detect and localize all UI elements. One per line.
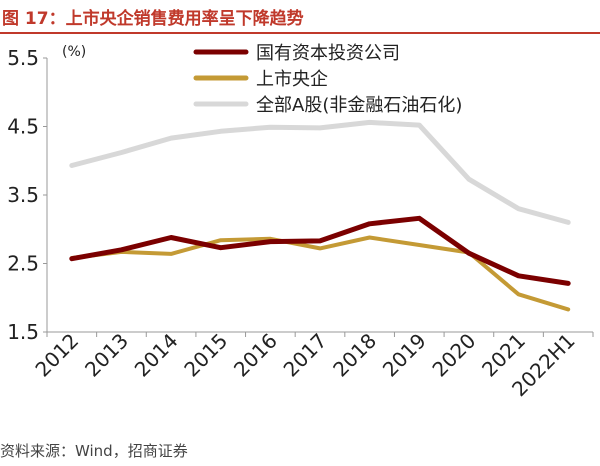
source-note: 资料来源：Wind，招商证券: [0, 442, 188, 460]
y-axis: 1.5 2.5 3.5 4.5 5.5: [7, 46, 48, 344]
x-tick-label: 2015: [179, 329, 232, 382]
series-line-3: [69, 119, 571, 225]
unit-label: (%): [62, 44, 86, 60]
y-tick-label: 1.5: [7, 320, 39, 344]
figure-title: 图 17：上市央企销售费用率呈下降趋势: [2, 9, 304, 29]
series-line-2: [69, 235, 571, 312]
x-tick-label: 2013: [80, 329, 133, 382]
series-lines: [69, 119, 571, 312]
y-tick-label: 4.5: [7, 115, 39, 139]
y-tick-label: 2.5: [7, 252, 39, 276]
title-rule: [0, 32, 600, 34]
y-tick-label: 3.5: [7, 183, 39, 207]
line-chart: 1.5 2.5 3.5 4.5 5.5 201220132014201520162017…: [7, 43, 594, 401]
x-axis: 2012201320142015201620172018201920202021…: [30, 329, 594, 401]
x-tick-label: 2018: [328, 329, 381, 382]
x-tick-label: 2019: [378, 329, 431, 382]
legend-label-2: 上市央企: [256, 69, 328, 90]
legend-label-1: 国有资本投资公司: [256, 43, 400, 64]
x-tick-label: 2017: [279, 329, 332, 382]
legend-label-3: 全部A股(非金融石油石化): [256, 95, 462, 116]
x-tick-label: 2020: [427, 329, 480, 382]
x-tick-label: 2014: [130, 329, 183, 382]
y-tick-label: 5.5: [7, 46, 39, 70]
series-line-1: [69, 215, 571, 286]
x-tick-label: 2016: [229, 329, 282, 382]
